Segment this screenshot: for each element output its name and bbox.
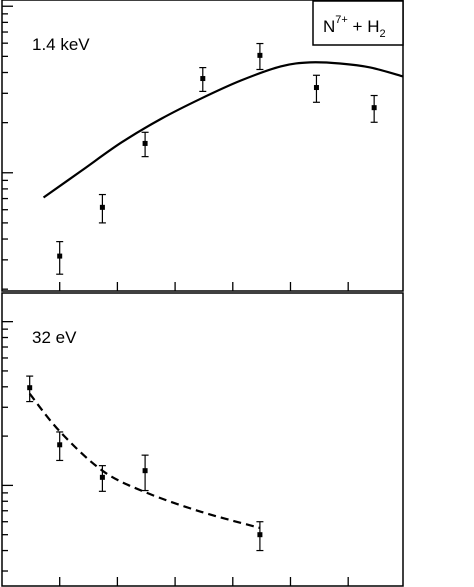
marker bbox=[142, 468, 148, 474]
data-point bbox=[141, 454, 149, 492]
marker bbox=[371, 105, 377, 111]
data-point bbox=[256, 521, 264, 552]
data-point bbox=[199, 67, 207, 93]
plot-frame bbox=[1, 0, 404, 292]
plot-frame bbox=[1, 292, 404, 587]
legend-mid: + H bbox=[348, 17, 380, 36]
legend-box bbox=[312, 0, 404, 46]
marker bbox=[142, 140, 148, 146]
marker bbox=[257, 532, 263, 538]
data-point bbox=[312, 74, 320, 103]
data-point bbox=[56, 431, 64, 462]
panel-label: 1.4 keV bbox=[32, 35, 90, 54]
data-point bbox=[26, 375, 34, 403]
data-point bbox=[370, 94, 378, 123]
marker bbox=[27, 385, 33, 391]
legend-sup: 7+ bbox=[335, 14, 348, 26]
marker bbox=[57, 442, 63, 448]
data-point bbox=[98, 193, 106, 224]
marker bbox=[257, 52, 263, 58]
marker bbox=[313, 85, 319, 91]
marker bbox=[57, 253, 63, 259]
legend-base: N bbox=[323, 17, 335, 36]
legend-label: N7+ + H2 bbox=[323, 14, 386, 40]
fit-curve bbox=[42, 61, 404, 199]
data-point bbox=[256, 42, 264, 71]
marker bbox=[99, 204, 105, 210]
data-point bbox=[141, 131, 149, 158]
panel-label: 32 eV bbox=[32, 328, 77, 347]
data-point bbox=[56, 241, 64, 275]
fit-curve bbox=[28, 393, 261, 529]
marker bbox=[99, 474, 105, 480]
legend-sub: 2 bbox=[379, 28, 385, 40]
marker bbox=[200, 76, 206, 82]
